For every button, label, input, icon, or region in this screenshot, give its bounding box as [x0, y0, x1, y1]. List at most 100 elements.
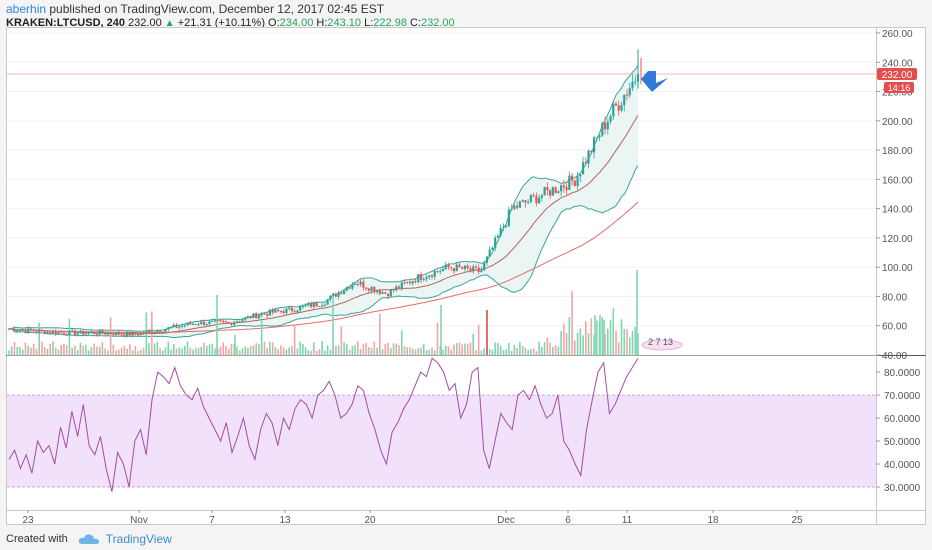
price-tick-label: 140.00 [882, 205, 913, 216]
volume-bar [71, 347, 73, 355]
candle-body [24, 329, 27, 333]
volume-bar [255, 343, 258, 355]
volume-bar [43, 346, 46, 355]
publish-text: published on TradingView.com, December 1… [49, 2, 385, 16]
candle-body [516, 205, 519, 208]
candle-body [93, 332, 96, 335]
volume-bar [205, 345, 208, 355]
volume-bar [230, 344, 233, 355]
candle-body [178, 326, 181, 328]
events-label: 2 7 13 [648, 337, 673, 347]
volume-bar [24, 342, 27, 355]
candle-body [282, 311, 285, 314]
volume-bar [508, 342, 510, 355]
price-tick-label: 260.00 [882, 29, 913, 40]
candle-body [310, 303, 313, 307]
open-label: O: [268, 17, 280, 29]
candle-body [79, 330, 82, 334]
candle-body [505, 225, 508, 227]
volume-bar [219, 346, 222, 355]
candle-body [296, 310, 299, 313]
candle-body [329, 295, 332, 300]
volume-bar [236, 346, 238, 355]
candle-body [293, 311, 296, 313]
volume-bar [266, 347, 268, 355]
candle-body [326, 299, 329, 305]
candle-body [562, 185, 565, 188]
time-tick-label: 23 [22, 515, 34, 526]
volume-bar [612, 308, 615, 355]
candle-body [142, 332, 145, 334]
volume-bar [458, 342, 461, 355]
volume-bar [329, 349, 332, 355]
tradingview-logo-text[interactable]: TradingView [105, 532, 172, 546]
volume-spike [486, 310, 488, 355]
volume-bar [54, 347, 57, 355]
candle-body [447, 264, 450, 268]
created-with-text: Created with [6, 533, 68, 545]
candle-body [241, 319, 244, 322]
volume-bar [30, 347, 32, 355]
candle-body [285, 308, 288, 314]
volume-bar [52, 341, 54, 355]
candle-body [499, 228, 502, 236]
candle-body [90, 332, 93, 334]
volume-bar [142, 347, 145, 355]
volume-bar [631, 330, 634, 355]
candle-body [68, 330, 71, 335]
candle-body [634, 81, 637, 83]
volume-bar [398, 345, 400, 355]
volume-bar [447, 346, 450, 355]
candle-body [384, 292, 387, 294]
volume-bar [46, 348, 49, 355]
candle-body [246, 316, 250, 318]
candle-body [95, 334, 98, 336]
candle-body [483, 262, 486, 271]
time-tick-label: Nov [130, 515, 148, 526]
candle-body [235, 321, 239, 323]
volume-bar [96, 346, 98, 355]
volume-bar [38, 322, 41, 355]
volume-bar [153, 343, 156, 355]
volume-bar [87, 350, 90, 355]
volume-bar [307, 350, 310, 355]
candle-body [112, 334, 115, 336]
volume-bar [606, 328, 609, 355]
candle-body [304, 305, 307, 307]
volume-bar [357, 341, 359, 355]
events-bubble [641, 339, 683, 351]
candle-body [461, 267, 464, 269]
candle-body [123, 334, 126, 337]
volume-bar [565, 333, 568, 355]
price-tag-bg [877, 67, 917, 80]
author-link[interactable]: aberhin [6, 2, 47, 16]
volume-bar [74, 345, 76, 355]
volume-bar [406, 347, 409, 355]
candle-body [27, 328, 30, 333]
candle-body [290, 307, 294, 312]
candle-body [7, 328, 11, 330]
volume-bar [505, 349, 507, 355]
volume-bar [82, 345, 84, 355]
volume-bar [252, 345, 255, 355]
candle-body [417, 274, 420, 283]
candle-body [595, 137, 598, 139]
footer: Created with TradingView [6, 532, 172, 546]
volume-bar [370, 347, 373, 355]
volume-bar [409, 347, 411, 355]
volume-bar [521, 345, 524, 355]
candle-body [164, 329, 167, 332]
high-label: H: [316, 17, 328, 29]
candle-body [227, 322, 230, 324]
volume-bar [411, 348, 414, 355]
volume-bar [395, 343, 398, 355]
rsi-band [7, 395, 876, 488]
candle-body [419, 274, 423, 280]
volume-bar [115, 350, 117, 355]
volume-bar [563, 323, 565, 355]
volume-bar [497, 342, 499, 355]
candle-body [156, 330, 159, 333]
candle-body [40, 330, 44, 332]
candle-body [268, 309, 272, 316]
